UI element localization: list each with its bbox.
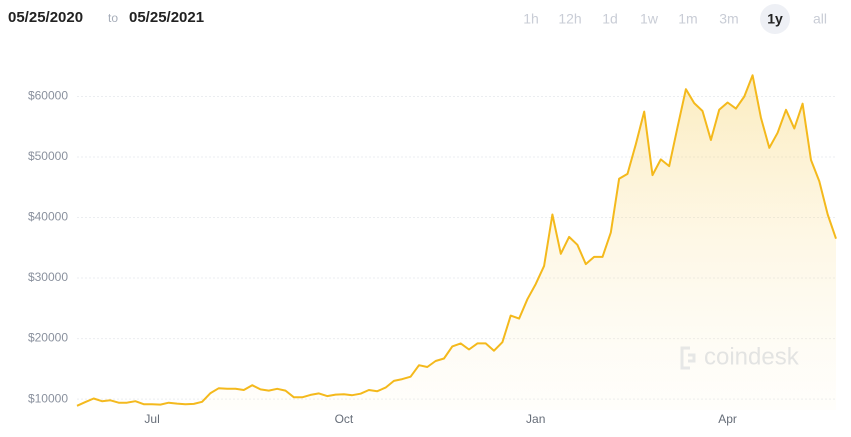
range-button[interactable]: 1w <box>640 11 659 27</box>
area-fill <box>77 75 836 411</box>
y-tick-label: $20000 <box>28 331 68 345</box>
range-button[interactable]: all <box>813 11 827 27</box>
range-button[interactable]: 1h <box>523 11 539 27</box>
range-button[interactable]: 3m <box>719 11 738 27</box>
x-tick-label: Apr <box>718 412 737 426</box>
x-tick-label: Jul <box>144 412 159 426</box>
start-date: 05/25/2020 <box>8 9 83 26</box>
y-tick-label: $30000 <box>28 270 68 284</box>
range-button[interactable]: 1d <box>602 11 618 27</box>
y-tick-label: $60000 <box>28 89 68 103</box>
y-tick-label: $40000 <box>28 210 68 224</box>
x-tick-label: Jan <box>526 412 545 426</box>
date-separator: to <box>108 11 118 25</box>
end-date: 05/25/2021 <box>129 9 204 26</box>
range-button[interactable]: 1m <box>678 11 697 27</box>
y-tick-label: $50000 <box>28 149 68 163</box>
x-tick-label: Oct <box>335 412 354 426</box>
selected-button-bg <box>760 4 790 34</box>
price-line <box>76 74 837 407</box>
y-tick-label: $10000 <box>28 391 68 405</box>
range-buttons: 1h 12h 1d 1w 1m 3m 1y all <box>523 4 827 34</box>
range-button[interactable]: 1y <box>767 11 783 27</box>
range-button[interactable]: 12h <box>558 11 581 27</box>
